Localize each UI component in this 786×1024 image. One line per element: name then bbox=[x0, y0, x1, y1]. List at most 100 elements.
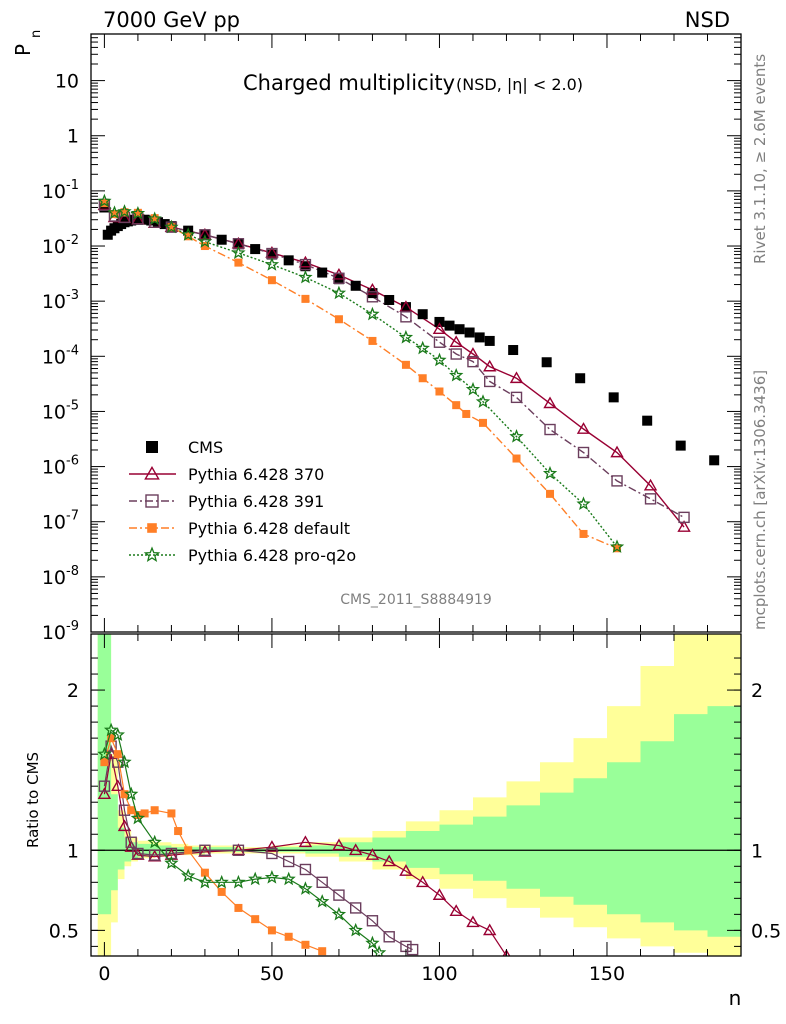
data-point bbox=[509, 429, 524, 443]
data-point bbox=[678, 511, 690, 524]
ratio-point bbox=[449, 904, 463, 916]
y-axis-label: P bbox=[11, 44, 35, 56]
ratio-point bbox=[281, 871, 296, 886]
data-point bbox=[164, 219, 179, 234]
data-point bbox=[233, 238, 244, 249]
ratio-point bbox=[197, 874, 213, 889]
ratio-point bbox=[349, 902, 362, 914]
ratio-point bbox=[214, 874, 229, 889]
data-point bbox=[107, 205, 122, 219]
data-point bbox=[675, 440, 686, 451]
ratio-point bbox=[120, 790, 129, 799]
ratio-point bbox=[406, 943, 419, 956]
legend-label: Pythia 6.428 pro-q2o bbox=[188, 546, 356, 565]
data-point bbox=[398, 329, 414, 344]
data-point bbox=[509, 371, 524, 384]
data-point bbox=[508, 345, 519, 356]
legend-label: Pythia 6.428 391 bbox=[188, 492, 324, 511]
ratio-point bbox=[184, 846, 193, 855]
data-point bbox=[709, 455, 720, 466]
data-point bbox=[576, 422, 591, 434]
ratio-point bbox=[267, 926, 276, 935]
x-tick-label: 50 bbox=[260, 963, 284, 985]
data-point bbox=[611, 475, 623, 487]
data-point bbox=[400, 311, 412, 323]
data-point bbox=[199, 229, 211, 241]
ratio-series-group bbox=[97, 722, 511, 956]
ratio-point bbox=[200, 868, 209, 877]
data-point bbox=[298, 255, 313, 268]
data-point bbox=[366, 291, 379, 303]
data-point bbox=[543, 396, 557, 409]
legend-label: Pythia 6.428 default bbox=[188, 519, 350, 538]
data-point bbox=[435, 387, 444, 396]
data-point bbox=[454, 324, 465, 335]
ratio-point bbox=[365, 848, 380, 860]
ratio-point bbox=[100, 758, 109, 767]
data-point bbox=[609, 539, 625, 553]
legend: CMS Pythia 6.428 370 Pythia 6.428 391 Pythi… bbox=[129, 438, 356, 565]
y-tick-label: 10-4 bbox=[42, 343, 79, 368]
legend-marker bbox=[147, 523, 157, 533]
ratio-point bbox=[231, 874, 246, 889]
data-point bbox=[197, 234, 213, 248]
ratio-point bbox=[502, 949, 511, 956]
ratio-point bbox=[133, 811, 142, 820]
ratio-point bbox=[383, 931, 395, 943]
data-point bbox=[401, 360, 410, 369]
data-point bbox=[541, 357, 552, 368]
data-point bbox=[452, 401, 461, 410]
ratio-point bbox=[301, 940, 310, 949]
data-point bbox=[250, 244, 261, 255]
legend-marker bbox=[144, 465, 160, 480]
data-point bbox=[433, 336, 446, 348]
data-point bbox=[432, 352, 447, 367]
data-point bbox=[159, 219, 170, 230]
ratio-point bbox=[365, 935, 380, 950]
ratio-axes: 0 50 100 150 0.5 0.5 1 1 2 2 bbox=[49, 633, 781, 985]
data-point bbox=[384, 294, 395, 305]
ratio-point bbox=[232, 844, 245, 856]
data-point bbox=[147, 211, 162, 226]
ratio-point bbox=[231, 843, 246, 856]
top-frame bbox=[90, 33, 742, 633]
ratio-point bbox=[315, 894, 330, 908]
header-energy-label: 7000 GeV pp bbox=[103, 8, 240, 32]
data-point bbox=[464, 327, 475, 338]
ratio-point bbox=[298, 881, 313, 895]
ratio-point bbox=[113, 750, 122, 759]
data-point bbox=[579, 529, 588, 538]
y-tick-label: 10-2 bbox=[42, 233, 79, 258]
data-point bbox=[418, 374, 427, 383]
data-point bbox=[643, 478, 658, 491]
ratio-point bbox=[299, 863, 312, 876]
data-point bbox=[474, 332, 485, 343]
data-point bbox=[642, 415, 653, 426]
ratio-line bbox=[103, 753, 508, 956]
data-point bbox=[400, 302, 411, 313]
ratio-point bbox=[348, 843, 363, 856]
data-point bbox=[449, 335, 463, 348]
data-point bbox=[449, 367, 464, 382]
ratio-point bbox=[117, 754, 132, 769]
data-point bbox=[216, 234, 227, 245]
ratio-point bbox=[282, 855, 295, 868]
x-tick-label: 0 bbox=[98, 963, 110, 985]
data-point bbox=[479, 418, 488, 427]
data-point bbox=[332, 267, 346, 280]
ratio-point bbox=[348, 922, 363, 937]
y-tick-label: 10-5 bbox=[42, 398, 79, 423]
ratio-point bbox=[265, 840, 279, 852]
data-point bbox=[350, 280, 361, 291]
series-line bbox=[103, 200, 618, 548]
ratio-point bbox=[199, 844, 211, 856]
ratio-point bbox=[110, 727, 125, 742]
ratio-tick-label-right: 0.5 bbox=[751, 920, 781, 942]
y-tick-label: 10-3 bbox=[42, 288, 79, 313]
ratio-point bbox=[318, 947, 327, 956]
data-point bbox=[462, 409, 471, 418]
ratio-tick-label: 1 bbox=[67, 840, 79, 862]
ratio-point bbox=[164, 855, 179, 870]
data-point bbox=[198, 227, 212, 240]
